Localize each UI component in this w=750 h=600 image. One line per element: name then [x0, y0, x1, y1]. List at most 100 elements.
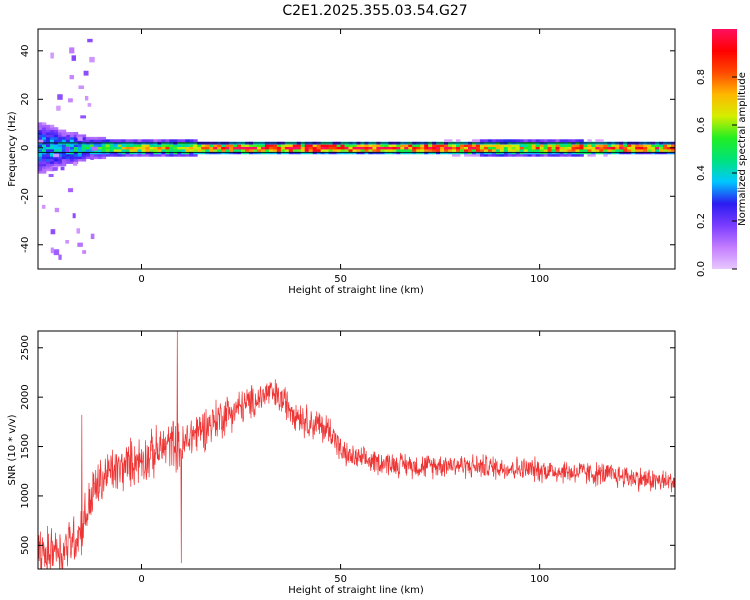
heatmap-cell — [487, 144, 493, 147]
heatmap-cell — [571, 153, 576, 157]
heatmap-cell — [408, 149, 413, 152]
heatmap-cell — [535, 146, 541, 150]
heatmap-cell — [129, 153, 134, 157]
heatmap-panel: 0 50 100 -40 -20 0 20 40 Height of straight lin… — [7, 28, 676, 296]
heatmap-cell — [340, 144, 345, 147]
heatmap-cell — [256, 144, 262, 147]
heatmap-cell — [73, 149, 79, 152]
heatmap-cell — [65, 153, 71, 157]
heatmap-cell — [595, 144, 600, 147]
heatmap-cell — [97, 146, 103, 150]
heatmap-cell — [256, 149, 262, 152]
heatmap-cell — [623, 146, 628, 150]
heatmap-cell — [364, 144, 369, 147]
snr-panel: 0 50 100 500 1000 1500 2000 2500 Height of stra… — [7, 330, 676, 596]
heatmap-cell — [237, 144, 242, 147]
heatmap-cell — [189, 144, 194, 147]
heatmap-cell — [41, 127, 47, 131]
heatmap-cell — [77, 136, 83, 141]
heatmap-cell — [495, 153, 501, 157]
heatmap-cell — [479, 149, 485, 152]
heatmap-cell — [45, 134, 51, 138]
heatmap-cell — [631, 146, 636, 150]
heatmap-cell — [603, 146, 608, 150]
heatmap-x-tick-label: 100 — [530, 274, 549, 285]
heatmap-cell — [519, 144, 525, 147]
heatmap-cell — [356, 144, 361, 147]
heatmap-cell — [49, 168, 55, 172]
heatmap-cell — [667, 144, 672, 147]
colorbar-label: Normalized spectral amplitude — [737, 72, 748, 226]
heatmap-cell — [639, 144, 644, 147]
heatmap-cell — [252, 144, 258, 147]
heatmap-cell — [173, 153, 178, 157]
heatmap-cell — [189, 139, 194, 143]
heatmap-cell — [456, 149, 461, 152]
heatmap-cell — [181, 146, 186, 150]
heatmap-cell — [205, 146, 210, 150]
heatmap-cell — [73, 134, 79, 138]
heatmap-cell — [332, 146, 337, 150]
heatmap-cell — [77, 146, 83, 150]
heatmap-cell — [81, 136, 87, 140]
heatmap-cell — [38, 127, 43, 131]
heatmap-cell — [471, 149, 477, 152]
heatmap-cell — [483, 146, 489, 150]
heatmap-cell — [575, 144, 580, 147]
heatmap-cell — [69, 146, 75, 150]
heatmap-cell — [117, 144, 123, 147]
heatmap-cell — [52, 167, 58, 171]
heatmap-cell — [217, 149, 222, 152]
heatmap-cell — [41, 204, 46, 209]
heatmap-cell — [69, 161, 75, 164]
heatmap-cell — [61, 146, 67, 150]
heatmap-cell — [53, 144, 59, 147]
heatmap-cell — [444, 144, 449, 147]
heatmap-cell — [471, 146, 477, 150]
snr-y-tick-label: 2500 — [20, 335, 31, 360]
heatmap-cell — [539, 149, 545, 152]
heatmap-cell — [61, 161, 67, 164]
heatmap-cell — [272, 149, 278, 152]
heatmap-cell — [599, 144, 604, 147]
heatmap-cell — [352, 149, 357, 152]
heatmap-cell — [344, 146, 349, 150]
heatmap-cell — [41, 139, 47, 143]
heatmap-cell — [376, 146, 381, 150]
heatmap-cell — [87, 38, 93, 43]
snr-y-axis-label: SNR (10 * v/v) — [7, 414, 18, 485]
heatmap-cell — [113, 144, 119, 147]
heatmap-cell — [292, 146, 298, 150]
heatmap-cell — [268, 144, 274, 147]
heatmap-cell — [563, 146, 568, 150]
heatmap-cell — [49, 146, 55, 150]
heatmap-cell — [237, 146, 242, 150]
heatmap-cell — [396, 144, 401, 147]
heatmap-cell — [41, 168, 47, 172]
heatmap-cell — [527, 153, 533, 157]
heatmap-cell — [49, 129, 55, 133]
heatmap-cell — [535, 144, 541, 147]
heatmap-cell — [189, 146, 194, 150]
heatmap-cell — [627, 144, 632, 147]
heatmap-cell — [507, 139, 513, 143]
heatmap-cell — [547, 144, 552, 147]
heatmap-cell — [69, 132, 75, 135]
heatmap-cell — [113, 153, 119, 157]
heatmap-cell — [547, 139, 552, 143]
heatmap-cell — [467, 146, 473, 150]
heatmap-cell — [53, 149, 59, 152]
heatmap-cell — [41, 153, 47, 157]
heatmap-cell — [141, 146, 146, 150]
heatmap-cell — [615, 144, 620, 147]
heatmap-cell — [507, 144, 513, 147]
heatmap-cell — [38, 165, 43, 169]
heatmap-cell — [280, 144, 286, 147]
heatmap-cell — [68, 98, 73, 103]
heatmap-cell — [619, 144, 624, 147]
heatmap-cell — [511, 149, 517, 152]
heatmap-cell — [655, 146, 660, 150]
heatmap-cell — [177, 139, 182, 143]
heatmap-cell — [153, 149, 158, 152]
heatmap-y-tick-label: 0 — [20, 145, 31, 151]
